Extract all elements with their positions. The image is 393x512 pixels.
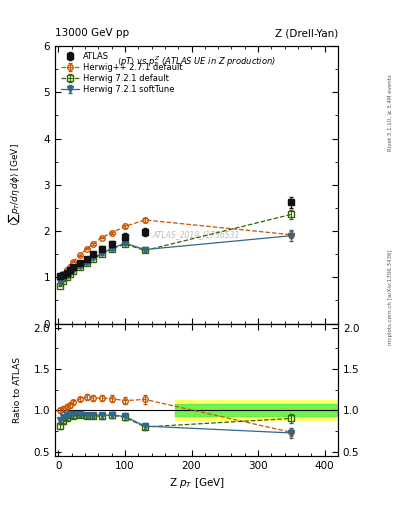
Text: 13000 GeV pp: 13000 GeV pp [55, 28, 129, 38]
Text: $\langle pT\rangle$ vs $p_T^Z$ (ATLAS UE in Z production): $\langle pT\rangle$ vs $p_T^Z$ (ATLAS UE… [117, 54, 276, 69]
Text: ATLAS_2019_I1736531: ATLAS_2019_I1736531 [153, 230, 240, 239]
Y-axis label: $\langle\sum p_T/d\eta\,d\phi\rangle$ [GeV]: $\langle\sum p_T/d\eta\,d\phi\rangle$ [G… [7, 143, 22, 226]
Text: Rivet 3.1.10, ≥ 3.4M events: Rivet 3.1.10, ≥ 3.4M events [387, 74, 393, 151]
Text: mcplots.cern.ch [arXiv:1306.3436]: mcplots.cern.ch [arXiv:1306.3436] [387, 249, 393, 345]
Bar [175, 404, 338, 416]
Bar [175, 400, 338, 420]
Legend: ATLAS, Herwig++ 2.7.1 default, Herwig 7.2.1 default, Herwig 7.2.1 softTune: ATLAS, Herwig++ 2.7.1 default, Herwig 7.… [59, 50, 184, 96]
X-axis label: Z $p_T$ [GeV]: Z $p_T$ [GeV] [169, 476, 224, 490]
Y-axis label: Ratio to ATLAS: Ratio to ATLAS [13, 357, 22, 422]
Text: Z (Drell-Yan): Z (Drell-Yan) [275, 28, 338, 38]
